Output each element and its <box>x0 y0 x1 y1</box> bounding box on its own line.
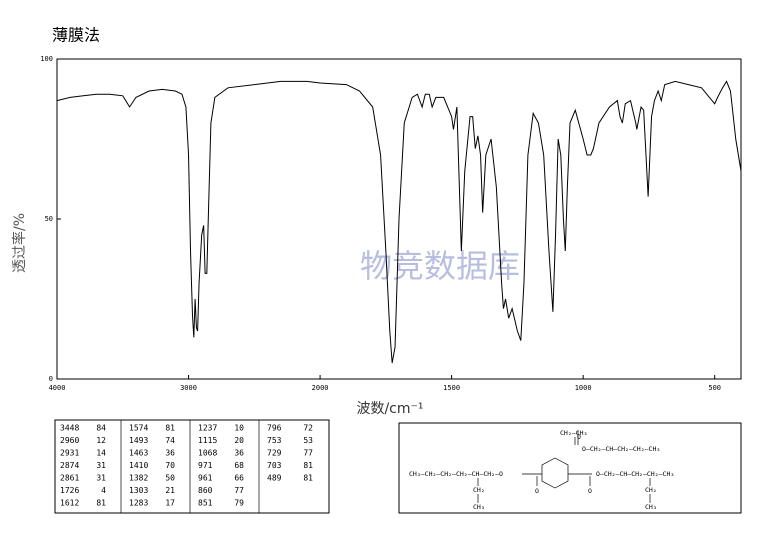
peak-wavenumber: 2861 <box>60 474 79 483</box>
peak-wavenumber: 860 <box>198 486 213 495</box>
structure-frame <box>398 422 742 514</box>
peak-transmittance: 50 <box>165 474 175 483</box>
peak-wavenumber: 1303 <box>129 486 148 495</box>
peak-transmittance: 10 <box>234 424 244 433</box>
peak-wavenumber: 1493 <box>129 436 148 445</box>
peak-transmittance: 53 <box>303 436 313 445</box>
peak-wavenumber: 851 <box>198 499 213 508</box>
peak-transmittance: 66 <box>234 474 244 483</box>
ring <box>541 457 569 489</box>
peak-wavenumber: 2931 <box>60 449 79 458</box>
peak-transmittance: 81 <box>303 461 313 470</box>
y-tick-label: 50 <box>45 215 53 223</box>
peak-wavenumber: 753 <box>267 436 282 445</box>
peak-transmittance: 4 <box>101 486 106 495</box>
chart-title: 薄膜法 <box>52 26 100 45</box>
spectrum-line <box>56 80 742 364</box>
peak-transmittance: 81 <box>96 499 106 508</box>
peak-wavenumber: 1068 <box>198 449 217 458</box>
peak-wavenumber: 2874 <box>60 461 79 470</box>
peak-transmittance: 81 <box>165 424 175 433</box>
peak-wavenumber: 1574 <box>129 424 148 433</box>
plot: 0 50 100 4000 3000 2000 1500 1000 500 <box>40 55 742 392</box>
atom-label: CH₂—CH₃ <box>560 429 587 437</box>
x-tick-label: 4000 <box>49 384 66 392</box>
peak-wavenumber: 1410 <box>129 461 148 470</box>
x-tick-label: 1500 <box>443 384 460 392</box>
y-tick-label: 100 <box>40 55 53 63</box>
structure: CH₂—CH₃ O—CH₂—CH—CH₂—CH₂—CH₃ CH₃—CH₂—CH₂… <box>409 429 674 511</box>
x-axis-label: 波数/cm⁻¹ <box>356 401 423 417</box>
atom-label: CH₃ <box>645 503 657 511</box>
peak-transmittance: 81 <box>303 474 313 483</box>
peak-wavenumber: 1726 <box>60 486 79 495</box>
atom-label: O <box>577 433 581 441</box>
atom-label: CH₂ <box>473 486 485 494</box>
peak-wavenumber: 2960 <box>60 436 79 445</box>
peak-transmittance: 20 <box>234 436 244 445</box>
peak-transmittance: 77 <box>234 486 244 495</box>
peak-transmittance: 77 <box>303 449 313 458</box>
x-tick-label: 1000 <box>575 384 592 392</box>
peak-transmittance: 68 <box>234 461 244 470</box>
x-tick-label: 500 <box>708 384 721 392</box>
peak-table-frame <box>54 419 330 514</box>
atom-label: CH₃ <box>473 503 485 511</box>
peak-wavenumber: 971 <box>198 461 213 470</box>
atom-label: O—CH₂—CH—CH₂—CH₂—CH₃ <box>596 470 674 478</box>
x-tick-label: 3000 <box>180 384 197 392</box>
peak-transmittance: 79 <box>234 499 244 508</box>
peak-wavenumber: 1283 <box>129 499 148 508</box>
peak-wavenumber: 1612 <box>60 499 79 508</box>
peak-wavenumber: 1237 <box>198 424 217 433</box>
peak-transmittance: 14 <box>96 449 106 458</box>
peak-transmittance: 31 <box>96 461 106 470</box>
watermark: 物竞数据库 <box>360 247 520 285</box>
peak-wavenumber: 1115 <box>198 436 217 445</box>
peak-table: 3448 84 2960 12 2931 14 2874 31 2861 31 1726 4 1612 8… <box>60 420 313 513</box>
peak-wavenumber: 3448 <box>60 424 79 433</box>
peak-transmittance: 21 <box>165 486 175 495</box>
peak-transmittance: 31 <box>96 474 106 483</box>
peak-transmittance: 84 <box>96 424 106 433</box>
peak-wavenumber: 1463 <box>129 449 148 458</box>
atom-label: CH₃—CH₂—CH₂—CH₂—CH—CH₂—O <box>409 470 503 478</box>
peak-wavenumber: 961 <box>198 474 213 483</box>
peak-transmittance: 12 <box>96 436 106 445</box>
peak-transmittance: 70 <box>165 461 175 470</box>
atom-label: O <box>588 487 592 495</box>
peak-wavenumber: 703 <box>267 461 282 470</box>
atom-label: O <box>535 487 539 495</box>
peak-transmittance: 36 <box>165 449 175 458</box>
y-axis-label: 透过率/% <box>11 213 28 273</box>
peak-transmittance: 36 <box>234 449 244 458</box>
peak-wavenumber: 796 <box>267 424 282 433</box>
y-tick-label: 0 <box>49 375 53 383</box>
atom-label: O—CH₂—CH—CH₂—CH₂—CH₃ <box>582 445 660 453</box>
peak-transmittance: 72 <box>303 424 313 433</box>
atom-label: CH₂ <box>645 486 657 494</box>
peak-transmittance: 17 <box>165 499 175 508</box>
peak-wavenumber: 489 <box>267 474 282 483</box>
x-tick-label: 2000 <box>312 384 329 392</box>
peak-transmittance: 74 <box>165 436 175 445</box>
peak-wavenumber: 729 <box>267 449 282 458</box>
peak-wavenumber: 1382 <box>129 474 148 483</box>
